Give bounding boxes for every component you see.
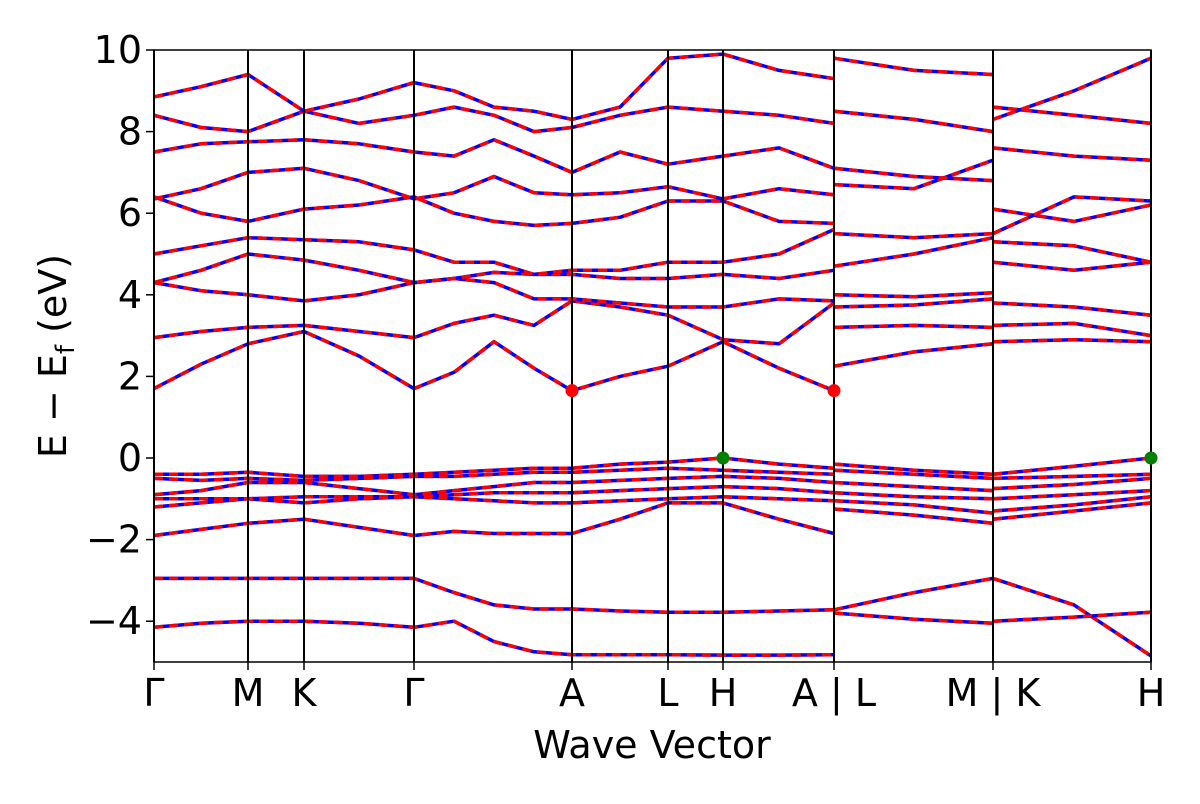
y-tick-label: 4 xyxy=(118,273,142,317)
x-tick-label: H xyxy=(709,671,738,715)
band-dash xyxy=(154,484,1152,501)
x-tick-label: M xyxy=(232,671,265,715)
y-tick-label: −4 xyxy=(86,599,142,643)
bands xyxy=(153,52,1152,658)
y-tick-label: 2 xyxy=(118,354,142,398)
band-dash xyxy=(153,299,1152,346)
y-tick-label: 10 xyxy=(94,28,142,72)
x-tick-label: H xyxy=(1137,671,1166,715)
band-dash xyxy=(153,576,1152,658)
band-dash xyxy=(154,576,1152,623)
extremum-point xyxy=(716,451,730,465)
extremum-point xyxy=(1144,451,1158,465)
band-dash xyxy=(153,501,1152,538)
y-tick-label: 6 xyxy=(118,191,142,235)
x-tick-label: Γ xyxy=(403,671,424,715)
y-tick-label: 0 xyxy=(118,436,142,480)
band-dash xyxy=(153,474,1152,497)
y-axis-label: E − Ef (eV) xyxy=(31,254,81,458)
extremum-point xyxy=(827,384,841,398)
y-tick-label: 8 xyxy=(118,110,142,154)
x-tick-label: A | L xyxy=(792,671,876,716)
y-label-unit: (eV) xyxy=(31,254,75,333)
y-label-sub: f xyxy=(51,344,81,354)
band-dash xyxy=(153,138,1152,183)
x-tick-label: K xyxy=(292,671,318,715)
x-tick-label: Γ xyxy=(143,671,164,715)
band-dash xyxy=(153,276,1152,317)
band-dash xyxy=(154,456,1152,479)
x-axis-label: Wave Vector xyxy=(533,723,771,767)
extremum-point xyxy=(565,384,579,398)
band-dash xyxy=(153,227,1152,277)
x-tick-label: M | K xyxy=(946,671,1042,716)
band-dash xyxy=(153,158,1152,236)
y-tick-label: −2 xyxy=(86,518,142,562)
band-dash xyxy=(153,466,1152,483)
band-dash xyxy=(153,195,1152,240)
band-dash xyxy=(153,105,1152,134)
band-dash xyxy=(153,329,1152,393)
x-tick-label: L xyxy=(657,671,678,715)
band-dash xyxy=(153,52,1152,122)
x-tick-label: A xyxy=(559,671,585,715)
band-dash xyxy=(153,495,1152,515)
band-dash xyxy=(153,252,1152,299)
y-label-main: E − E xyxy=(31,354,75,458)
